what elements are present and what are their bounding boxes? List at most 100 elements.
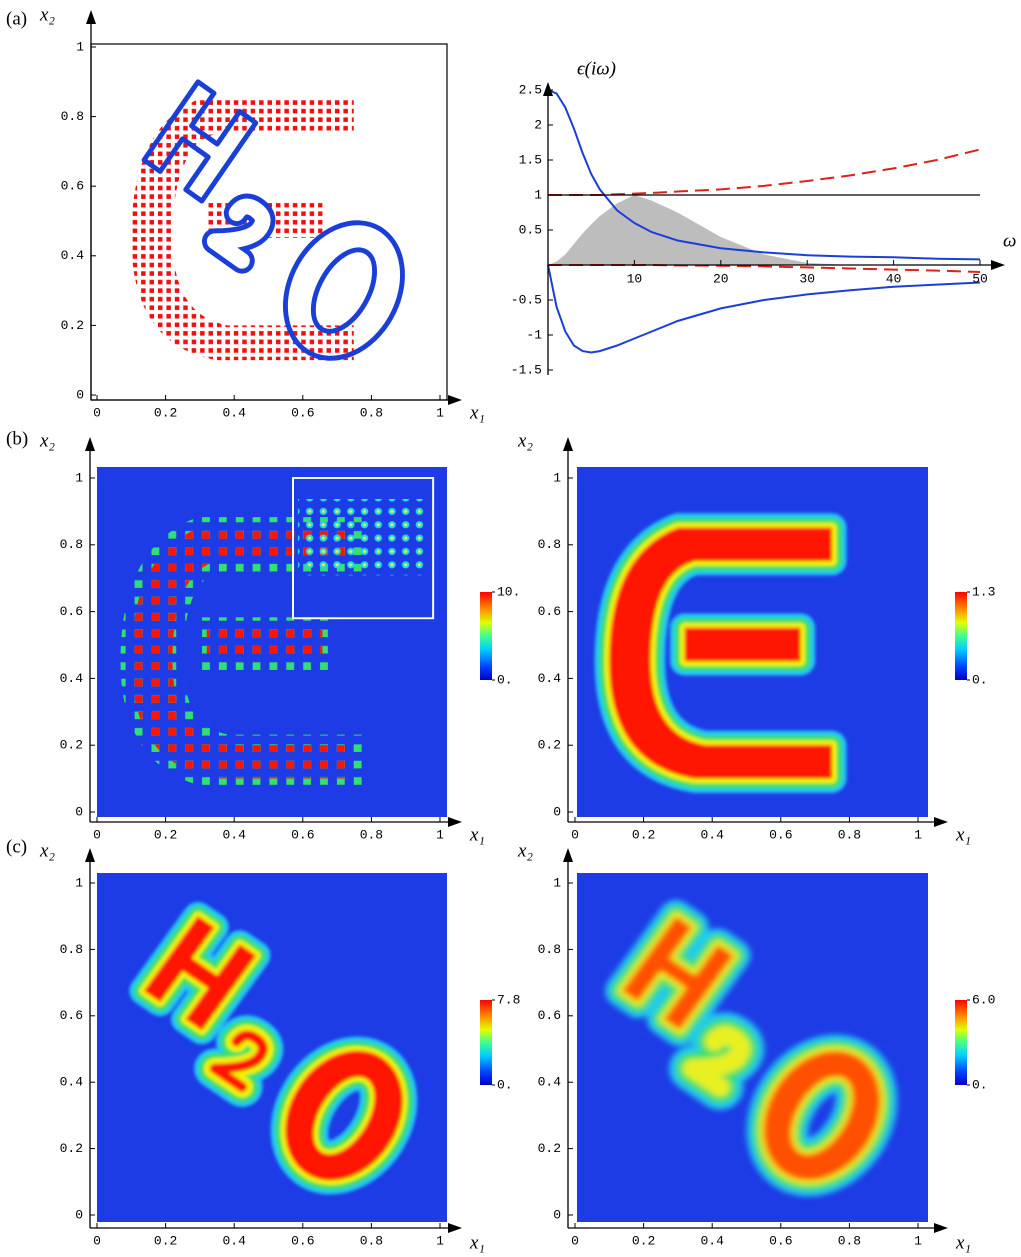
y-tick-label: 0.6 [60,604,83,619]
y-tick-label: -1 [526,327,542,342]
axis-arrow [563,437,573,451]
y-tick-label: 1 [553,470,561,485]
x-tick-label: 0.8 [360,405,383,420]
x-tick-label: 1 [436,827,444,842]
y-tick-label: 1 [553,875,561,890]
x-axis-label: x₁ [955,824,971,845]
x-tick-label: 0.4 [222,1233,246,1248]
y-tick-label: 0 [76,387,84,402]
colorbar-tick-label: 10. [497,584,520,599]
x-tick-label: 0 [571,1233,579,1248]
colorbar-tick-label: 0. [972,1077,988,1092]
x-tick-label: 20 [713,271,729,286]
y-tick-label: 0 [553,804,561,819]
x-axis-label: ω [1003,230,1016,251]
y-tick-label: 2 [534,117,542,132]
y-axis-label: ϵ(iω) [577,58,616,79]
y-tick-label: 0.2 [60,738,83,753]
y-tick-label: 0.6 [60,1008,83,1023]
axis-arrow [991,260,1005,270]
y-tick-label: 1 [75,875,83,890]
y-tick-label: 0 [75,1207,83,1222]
y-tick-label: 0.4 [60,1075,84,1090]
colorbar-tick-label: 7.8 [497,992,520,1007]
y-tick-label: 2.5 [519,82,542,97]
colorbar [955,592,967,680]
heatmap-cells [297,498,424,576]
colorbar-tick-label: 0. [497,672,513,687]
x-tick-label: 0.8 [838,827,861,842]
y-tick-label: 0.6 [61,179,84,194]
x-tick-label: 1 [436,405,444,420]
heatmap [577,873,928,1222]
colorbar [955,1000,967,1085]
x-tick-label: 0.6 [291,405,314,420]
colorbar-tick-label: 6.0 [972,992,995,1007]
x-tick-label: 0.8 [360,1233,383,1248]
x-axis-label: x₁ [469,402,485,423]
axis-arrow [448,395,462,405]
x-tick-label: 0.2 [632,1233,655,1248]
y-tick-label: 1.5 [519,152,542,167]
colorbar [480,1000,492,1085]
x-tick-label: 1 [436,1233,444,1248]
y-tick-label: 1 [534,187,542,202]
x-tick-label: 30 [799,271,815,286]
axis-arrow [934,1223,948,1233]
inset-frame [292,477,435,620]
y-tick-label: 0.2 [60,1141,83,1156]
y-tick-label: -0.5 [511,292,542,307]
y-tick-label: 0.8 [61,109,84,124]
x-tick-label: 10 [627,271,643,286]
panel-label: (b) [6,428,28,449]
y-tick-label: 0.4 [538,1075,562,1090]
heatmap [97,467,447,817]
y-tick-label: 0.8 [60,537,83,552]
area [548,195,980,265]
x-tick-label: 0.6 [769,1233,792,1248]
colorbar [480,592,492,680]
x-tick-label: 0.4 [700,827,724,842]
y-tick-label: 0.5 [519,222,542,237]
y-tick-label: 0 [75,804,83,819]
line [548,264,981,273]
x-tick-label: 0.6 [291,1233,314,1248]
line [548,148,981,196]
x-axis-label: x₁ [469,824,485,845]
colorbar-tick-label: 0. [972,672,988,687]
x-axis-label: x₁ [469,1232,485,1253]
y-tick-label: 0.6 [538,604,561,619]
axis-arrow [563,848,573,862]
y-axis-label: x₂ [517,430,533,451]
x-tick-label: 0.8 [360,827,383,842]
x-tick-label: 40 [886,271,902,286]
axis-arrow [934,817,948,827]
x-tick-label: 0.2 [632,827,655,842]
y-axis-label: x₂ [517,840,533,861]
y-tick-label: 0.4 [60,671,84,686]
y-tick-label: 1 [75,470,83,485]
axis-arrow [543,82,553,96]
x-tick-label: 1 [914,1233,922,1248]
x-tick-label: 0 [93,827,101,842]
y-tick-label: 1 [76,39,84,54]
axis-arrow [86,10,96,24]
y-tick-label: 0.4 [61,248,85,263]
y-tick-label: 0.8 [60,942,83,957]
y-axis-label: x₂ [39,840,55,861]
x-tick-label: 0.2 [154,405,177,420]
panel-label: (c) [6,836,27,857]
y-tick-label: 0.4 [538,671,562,686]
x-tick-label: 0.6 [291,827,314,842]
x-tick-label: 50 [972,271,988,286]
y-tick-label: -1.5 [511,362,542,377]
x-tick-label: 0 [93,405,101,420]
heatmap [97,873,447,1222]
axis-arrow [85,437,95,451]
y-tick-label: 0.8 [538,537,561,552]
x-tick-label: 0.8 [838,1233,861,1248]
y-tick-label: 0.8 [538,942,561,957]
line [547,89,981,261]
x-tick-label: 0.2 [154,1233,177,1248]
